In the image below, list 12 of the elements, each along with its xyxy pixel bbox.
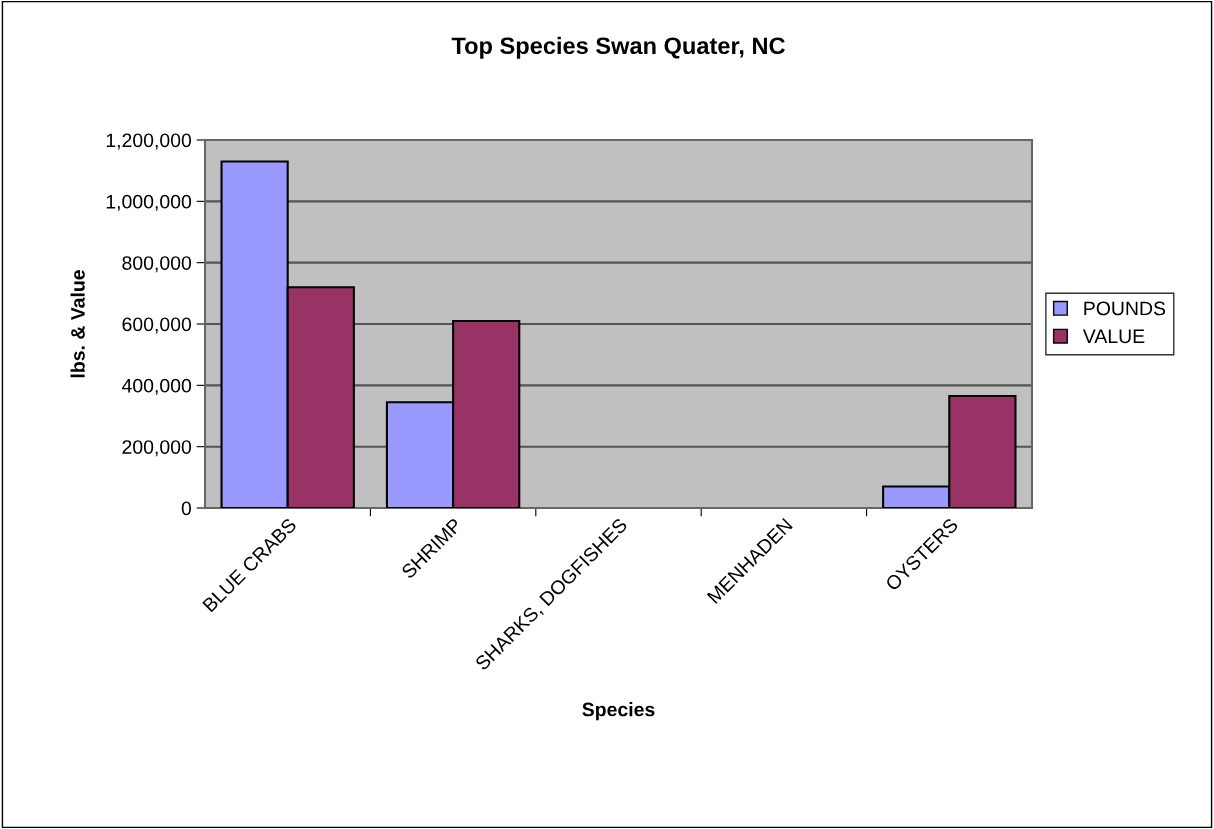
y-axis-title: lbs. & Value xyxy=(70,270,85,378)
y-tick-label: 0 xyxy=(181,501,192,516)
chart-title: Top Species Swan Quater, NC xyxy=(451,36,785,59)
y-tick-label: 200,000 xyxy=(122,440,192,457)
legend-label: POUNDS xyxy=(1084,301,1166,316)
y-tick-label: 1,000,000 xyxy=(106,194,192,211)
legend-label: VALUE xyxy=(1082,329,1145,344)
y-tick-label: 600,000 xyxy=(122,317,192,334)
y-tick-label: 1,200,000 xyxy=(106,133,192,150)
y-tick-label: 400,000 xyxy=(121,378,192,395)
x-axis-title: Species xyxy=(582,702,655,721)
y-tick-label: 800,000 xyxy=(122,256,192,273)
